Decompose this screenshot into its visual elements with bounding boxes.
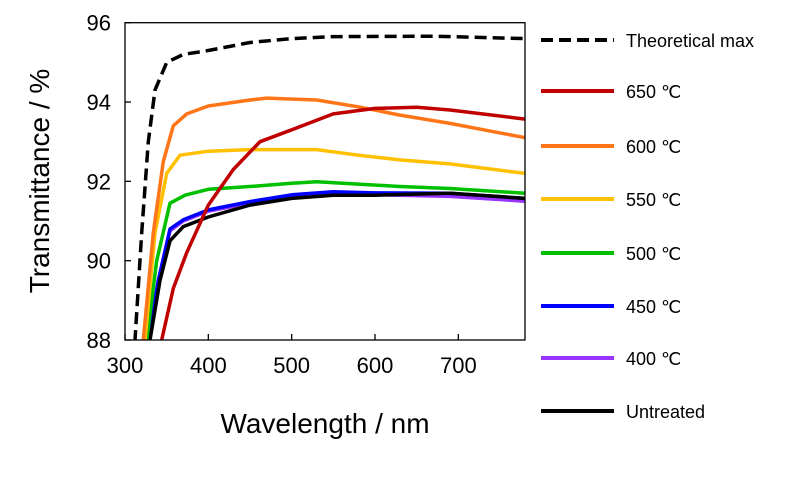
legend-label: 650 ℃ [626,82,681,102]
series-line-4 [144,179,525,340]
y-tick-label: 92 [87,169,111,194]
axes: 300 400 500 600 700 88 90 92 94 96 [87,11,477,378]
plot-curves [133,34,525,340]
x-tick-label: 700 [440,353,477,378]
legend-label: 400 ℃ [626,349,681,369]
legend-label: 550 ℃ [626,190,681,210]
legend-label: 450 ℃ [626,297,681,317]
x-tick-label: 300 [107,353,144,378]
y-tick-label: 96 [87,11,111,36]
x-tick-label: 400 [190,353,227,378]
legend-label: Theoretical max [626,31,754,51]
legend-label: 600 ℃ [626,137,681,157]
series-line-2 [141,96,525,340]
y-tick-label: 94 [87,90,111,115]
legend-label: 500 ℃ [626,244,681,264]
y-tick-label: 90 [87,249,111,274]
series-line-7 [148,191,525,340]
x-tick-label: 600 [357,353,394,378]
x-tick-label: 500 [273,353,310,378]
x-axis-label: Wavelength / nm [220,408,429,439]
y-tick-label: 88 [87,328,111,353]
legend-label: Untreated [626,402,705,422]
y-axis-label: Transmittance / % [24,69,55,294]
series-line-1 [159,105,525,340]
series-line-0 [133,34,525,340]
legend: Theoretical max 650 ℃ 600 ℃ 550 ℃ 500 ℃ 450 ℃… [541,31,754,422]
